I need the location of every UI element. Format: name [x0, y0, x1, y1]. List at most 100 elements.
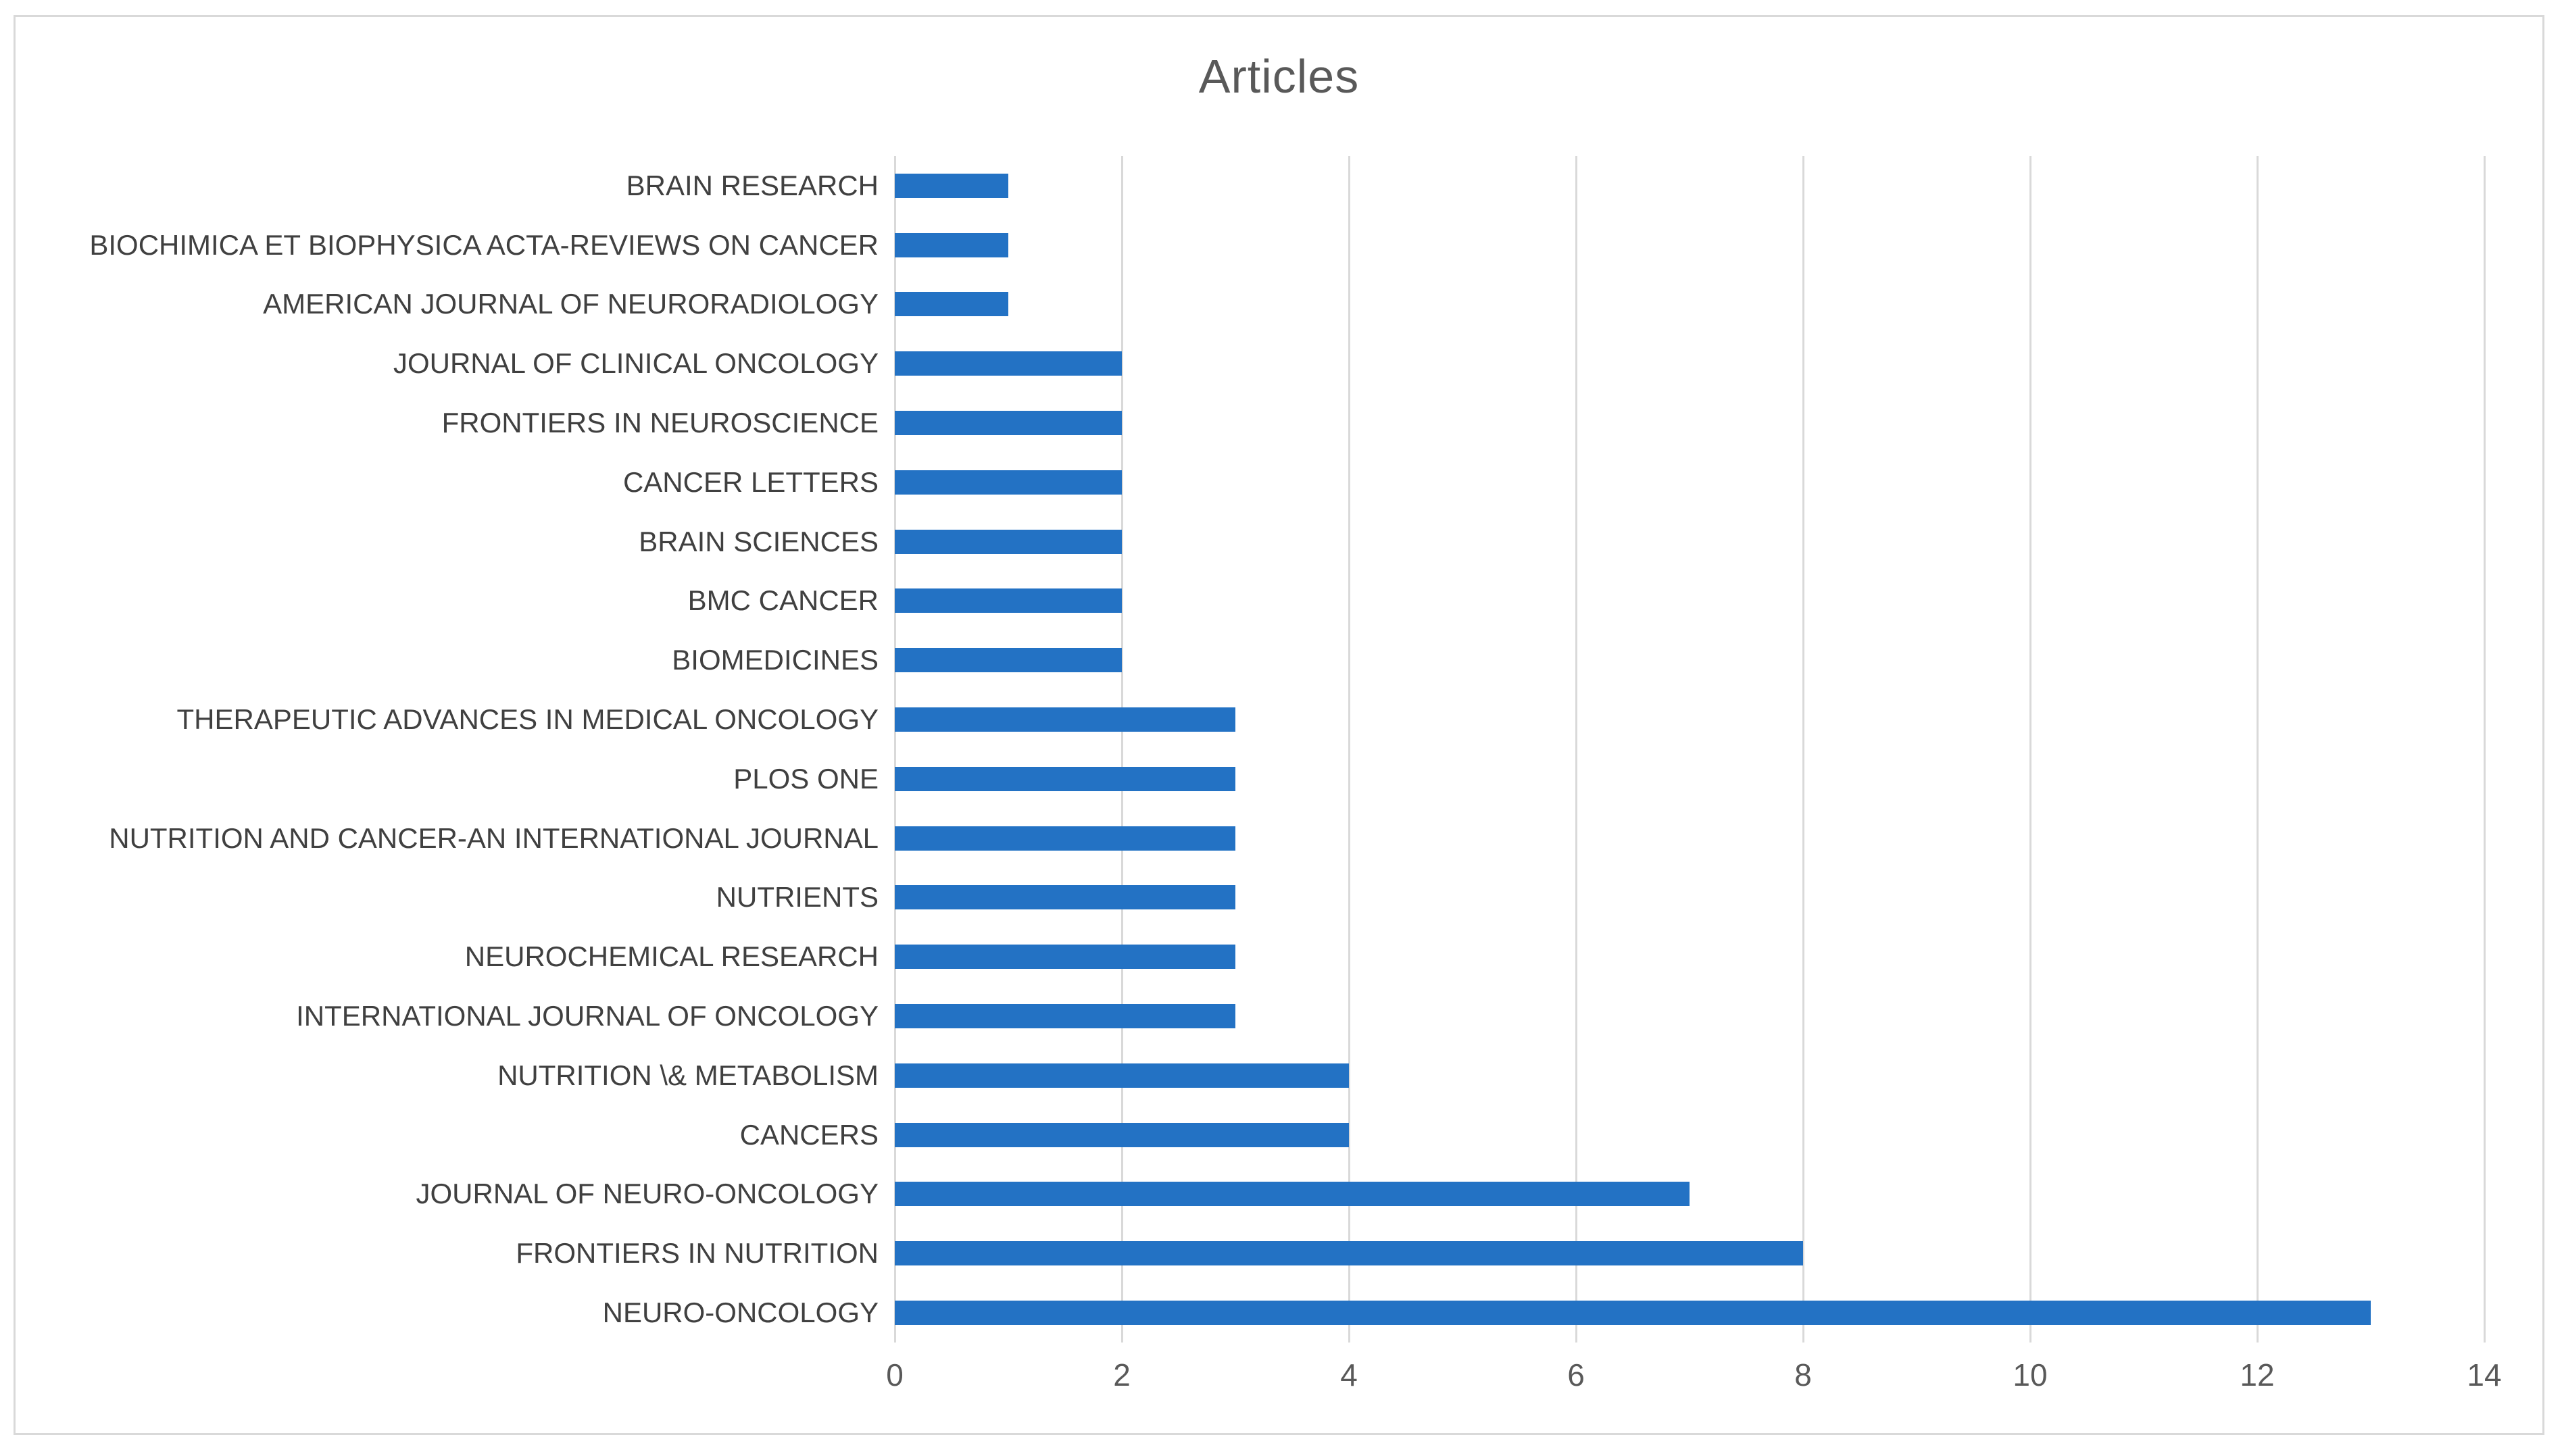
- x-tick-label: 12: [2240, 1357, 2275, 1392]
- category-label: THERAPEUTIC ADVANCES IN MEDICAL ONCOLOGY: [176, 703, 879, 736]
- bar-row: [895, 1046, 2484, 1105]
- category-label-row: NUTRITION \& METABOLISM: [16, 1046, 895, 1105]
- bar-row: [895, 809, 2484, 868]
- bar-row: [895, 1105, 2484, 1165]
- gridline: [1348, 156, 1350, 1342]
- bar: [895, 529, 1122, 554]
- bar: [895, 173, 1008, 198]
- category-label-row: BRAIN RESEARCH: [16, 156, 895, 216]
- category-label-row: BIOCHIMICA ET BIOPHYSICA ACTA-REVIEWS ON…: [16, 216, 895, 275]
- bar: [895, 885, 1235, 910]
- category-label-row: BMC CANCER: [16, 572, 895, 631]
- category-label-row: JOURNAL OF NEURO-ONCOLOGY: [16, 1165, 895, 1224]
- category-label-row: THERAPEUTIC ADVANCES IN MEDICAL ONCOLOGY: [16, 690, 895, 749]
- bar-row: [895, 393, 2484, 453]
- bar-row: [895, 1283, 2484, 1342]
- category-label: NUTRIENTS: [716, 881, 879, 913]
- category-label-row: BRAIN SCIENCES: [16, 512, 895, 572]
- bar: [895, 588, 1122, 613]
- bar: [895, 648, 1122, 673]
- gridline: [2029, 156, 2031, 1342]
- bar-row: [895, 334, 2484, 393]
- bar-row: [895, 868, 2484, 928]
- category-label-row: CANCER LETTERS: [16, 453, 895, 512]
- x-tick-label: 4: [1340, 1357, 1358, 1392]
- bar: [895, 766, 1235, 791]
- category-label: CANCER LETTERS: [622, 466, 879, 498]
- category-label: FRONTIERS IN NEUROSCIENCE: [441, 407, 879, 439]
- category-label-row: JOURNAL OF CLINICAL ONCOLOGY: [16, 334, 895, 393]
- category-label: NEUROCHEMICAL RESEARCH: [464, 940, 879, 973]
- category-label-row: PLOS ONE: [16, 749, 895, 809]
- bar: [895, 1122, 1349, 1147]
- category-label: JOURNAL OF CLINICAL ONCOLOGY: [393, 347, 879, 380]
- category-label-row: FRONTIERS IN NUTRITION: [16, 1224, 895, 1283]
- category-label: CANCERS: [739, 1118, 879, 1151]
- bar: [895, 411, 1122, 436]
- category-label: BRAIN RESEARCH: [626, 169, 879, 201]
- x-tick-label: 0: [886, 1357, 904, 1392]
- bar-row: [895, 1224, 2484, 1283]
- bar: [895, 707, 1235, 732]
- bar: [895, 945, 1235, 970]
- bar-series: [895, 156, 2484, 1342]
- category-label-row: NEUROCHEMICAL RESEARCH: [16, 927, 895, 986]
- bar-row: [895, 216, 2484, 275]
- chart-title: Articles: [1198, 50, 1360, 103]
- bar-row: [895, 453, 2484, 512]
- plot-area: [894, 156, 2486, 1342]
- category-label-row: NEURO-ONCOLOGY: [16, 1283, 895, 1342]
- category-label: NUTRITION \& METABOLISM: [497, 1059, 879, 1091]
- bar-row: [895, 986, 2484, 1046]
- bar: [895, 470, 1122, 495]
- bar-row: [895, 927, 2484, 986]
- bar: [895, 1063, 1349, 1088]
- category-label-row: NUTRIENTS: [16, 868, 895, 928]
- category-label: BMC CANCER: [687, 584, 879, 617]
- bar: [895, 1301, 2371, 1326]
- bar: [895, 232, 1008, 257]
- gridline: [894, 156, 896, 1342]
- category-label: BIOCHIMICA ET BIOPHYSICA ACTA-REVIEWS ON…: [89, 228, 879, 261]
- category-label-row: CANCERS: [16, 1105, 895, 1165]
- category-label-row: INTERNATIONAL JOURNAL OF ONCOLOGY: [16, 986, 895, 1046]
- category-label: FRONTIERS IN NUTRITION: [516, 1237, 879, 1270]
- bar-row: [895, 749, 2484, 809]
- value-axis: 0 2 4 6 8 10 12 14: [886, 1342, 2501, 1407]
- category-label: NEURO-ONCOLOGY: [602, 1297, 879, 1329]
- x-tick-label: 2: [1113, 1357, 1131, 1392]
- bar-row: [895, 275, 2484, 334]
- gridlines: [894, 156, 2486, 1342]
- x-tick-label: 8: [1794, 1357, 1812, 1392]
- bar-row: [895, 156, 2484, 216]
- bar: [895, 1182, 1690, 1207]
- bar-row: [895, 512, 2484, 572]
- bar-row: [895, 630, 2484, 690]
- category-label-row: NUTRITION AND CANCER-AN INTERNATIONAL JO…: [16, 809, 895, 868]
- bar: [895, 1004, 1235, 1029]
- category-label: JOURNAL OF NEURO-ONCOLOGY: [416, 1178, 879, 1210]
- category-label: AMERICAN JOURNAL OF NEURORADIOLOGY: [263, 288, 879, 320]
- x-tick-label: 14: [2467, 1357, 2502, 1392]
- x-tick-label: 10: [2013, 1357, 2048, 1392]
- gridline: [1121, 156, 1123, 1342]
- category-label-row: FRONTIERS IN NEUROSCIENCE: [16, 393, 895, 453]
- bar: [895, 1241, 1803, 1266]
- bar: [895, 292, 1008, 317]
- category-axis: BRAIN RESEARCH BIOCHIMICA ET BIOPHYSICA A…: [16, 156, 895, 1342]
- category-label: PLOS ONE: [733, 762, 879, 795]
- category-label: NUTRITION AND CANCER-AN INTERNATIONAL JO…: [109, 822, 879, 854]
- category-label-row: BIOMEDICINES: [16, 630, 895, 690]
- bar: [895, 351, 1122, 376]
- gridline: [2257, 156, 2259, 1342]
- category-label: BRAIN SCIENCES: [639, 525, 879, 557]
- chart-figure: Articles BRAIN RESEARCH BIOCHIMICA ET BIO…: [14, 15, 2544, 1435]
- gridline: [2484, 156, 2486, 1342]
- bar-row: [895, 690, 2484, 749]
- gridline: [1575, 156, 1577, 1342]
- x-tick-label: 6: [1567, 1357, 1585, 1392]
- bar-row: [895, 572, 2484, 631]
- category-label: BIOMEDICINES: [672, 644, 879, 676]
- category-label-row: AMERICAN JOURNAL OF NEURORADIOLOGY: [16, 275, 895, 334]
- bar-row: [895, 1165, 2484, 1224]
